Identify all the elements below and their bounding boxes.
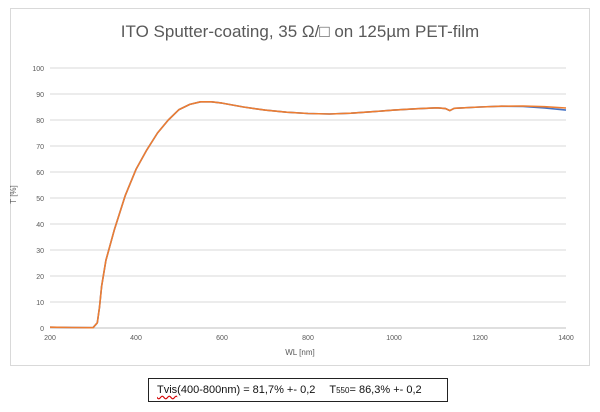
- t550-subscript: 550: [336, 385, 350, 395]
- y-tick-label: 90: [36, 92, 44, 99]
- y-tick-label: 40: [36, 222, 44, 229]
- t550-value: = 86,3% +- 0,2: [349, 384, 422, 396]
- y-tick-label: 100: [32, 66, 44, 73]
- x-tick-label: 1400: [558, 335, 574, 342]
- y-tick-label: 60: [36, 170, 44, 177]
- chart-title: ITO Sputter-coating, 35 Ω/□ on 125µm PET…: [120, 22, 480, 41]
- x-axis-label: WL [nm]: [285, 348, 315, 357]
- y-tick-label: 30: [36, 248, 44, 255]
- y-tick-label: 80: [36, 118, 44, 125]
- x-tick-label: 800: [302, 335, 314, 342]
- x-tick-label: 200: [44, 335, 56, 342]
- x-tick-label: 600: [216, 335, 228, 342]
- y-tick-label: 70: [36, 144, 44, 151]
- tvis-label: Tvis: [157, 384, 178, 396]
- x-tick-label: 400: [130, 335, 142, 342]
- x-tick-label: 1200: [472, 335, 488, 342]
- series-line-2: [49, 101, 567, 329]
- series-line-1: [49, 101, 567, 329]
- y-tick-label: 0: [40, 326, 44, 333]
- y-tick-label: 10: [36, 300, 44, 307]
- x-tick-label: 1000: [386, 335, 402, 342]
- t550-label: T: [329, 384, 337, 396]
- y-tick-label: 50: [36, 196, 44, 203]
- y-tick-label: 20: [36, 274, 44, 281]
- summary-box: Tvis (400-800nm) = 81,7% +- 0,2 T 550 = 8…: [148, 378, 448, 402]
- tvis-value: (400-800nm) = 81,7% +- 0,2: [177, 384, 316, 396]
